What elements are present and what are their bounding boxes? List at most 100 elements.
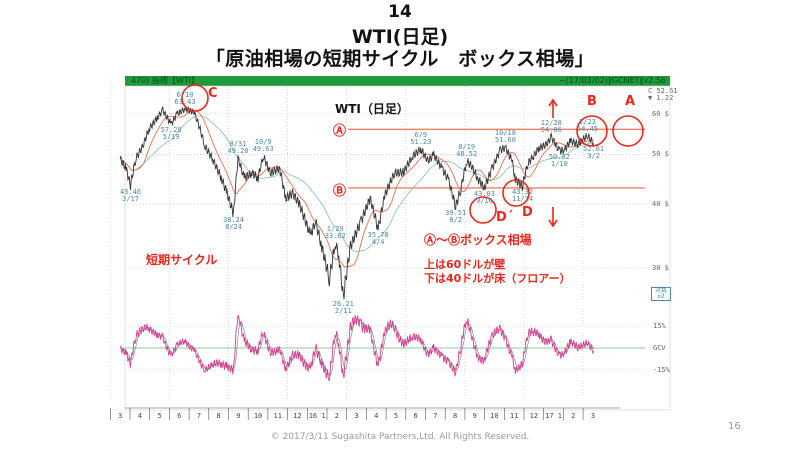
point-label-line1: 57.28 (160, 126, 182, 135)
circle-d (502, 179, 530, 207)
x-tick-label: 11 (274, 412, 282, 420)
point-label-line2: 54.06 (540, 126, 562, 135)
osc-line (119, 314, 595, 381)
y-tick-label: 60 $ (652, 110, 669, 118)
label-d-prime: D´ (496, 210, 514, 225)
x-tick-label: 12 (293, 412, 301, 420)
label-d: D (522, 205, 533, 220)
price-point-label: 6/10 61.43 (171, 91, 199, 106)
line-a-label: Ⓐ (333, 124, 347, 139)
price-point-label: 43.03 9/16 (470, 189, 498, 205)
x-tick-label: 10 (254, 412, 262, 420)
x-tick-label: 11 (510, 412, 518, 420)
x-tick-label: 16 1 (309, 412, 326, 420)
price-point-label: 1/29 33.62 (321, 225, 349, 240)
point-label-line2: 9/16 (476, 196, 493, 205)
point-label-line1: 10/9 (254, 138, 272, 147)
price-point-label: 39.51 8/2 (442, 209, 470, 224)
price-point-label: 12/28 54.06 (537, 120, 565, 134)
close-value: C 52.61 (648, 87, 678, 95)
x-tick-label: 7 (433, 412, 437, 420)
point-label-line1: 35.70 (367, 231, 389, 240)
change-value: ▼ 1.22 (648, 94, 674, 102)
circle-d-prime (469, 196, 497, 224)
line-b-label: Ⓑ (333, 184, 347, 199)
short-cycle-label: 短期サイクル (146, 253, 218, 267)
point-label-line2: 3/2 (587, 152, 600, 161)
point-label-line2: 2/11 (334, 306, 352, 315)
x-tick-label: 2 (571, 412, 575, 420)
x-tick-label: 3 (591, 412, 595, 420)
arrow-down-icon (548, 207, 558, 228)
x-tick-label: 3 (118, 412, 122, 420)
copyright-footer: © 2017/3/11 Sugashita Partners,Ltd. All … (270, 432, 530, 442)
point-label-line2: 54.45 (576, 124, 598, 133)
price-point-label: 10/18 51.60 (491, 130, 519, 144)
log-scale-toggle[interactable]: 対数 x2 (651, 287, 671, 301)
slide-number-title: 14 (388, 2, 412, 22)
chart-header-left: 470) 指標【WTI】 (131, 76, 200, 85)
circle-b (576, 115, 608, 147)
x-tick-label: 10 (490, 412, 498, 420)
y-tick-label: 50 $ (652, 150, 669, 159)
point-label-line2: 61.43 (174, 97, 196, 106)
osc-tick-label: -15% (653, 366, 670, 374)
circle-a (612, 115, 644, 147)
point-label-line1: 10/18 (494, 129, 516, 138)
x-tick-label: 4 (138, 412, 142, 420)
point-label-line1: 50.82 (548, 152, 570, 161)
point-label-line1: 38.24 (222, 216, 245, 224)
point-label-line1: 43.03 (473, 189, 495, 198)
upper-wall-label: 上は60ドルが壁 (424, 258, 506, 271)
x-tick-label: 17 1 (545, 412, 562, 420)
osc-tick-label: GCV (653, 344, 666, 352)
slide-subtitle: WTI(日足) (351, 26, 449, 48)
point-label-line2: 4/4 (371, 238, 385, 247)
chart-label: WTI（日足） (335, 102, 409, 116)
circle-c (181, 84, 209, 112)
price-point-label: 43.46 3/17 (116, 187, 144, 203)
price-point-label: 35.70 4/4 (364, 232, 392, 246)
chart-header-right: ~(17/03/02)‖GCNET‖v2.56 (558, 76, 666, 85)
y-tick-label: 30 $ (652, 263, 669, 272)
point-label-line2: 51.23 (410, 138, 432, 147)
price-point-label: 10/9 49.63 (249, 139, 277, 153)
x-tick-label: 5 (157, 412, 161, 420)
lower-floor-label: 下は40ドルが床（フロアー） (424, 272, 571, 285)
point-label-line1: 43.46 (119, 187, 142, 196)
point-label-line2: 51.60 (494, 136, 516, 145)
point-label-line1: 8/31 (229, 140, 247, 149)
y-tick-label: 40 $ (652, 200, 669, 208)
x-tick-label: 9 (473, 412, 477, 420)
arrow-up-icon (548, 98, 558, 118)
price-line (119, 105, 595, 300)
point-label-line1: 2/23 (579, 117, 596, 126)
point-label-line2: 48.52 (456, 150, 478, 159)
page-number: 16 (728, 421, 741, 432)
osc-tick-label: 15% (653, 322, 666, 330)
point-label-line1: 12/28 (540, 119, 562, 128)
log-scale-label: 対数 (654, 287, 667, 294)
label-b: B (587, 94, 597, 109)
price-point-label: 50.82 1/10 (545, 152, 573, 168)
x-tick-label: 6 (177, 412, 181, 420)
ma-long-line (119, 115, 594, 252)
x-tick-label: 5 (394, 412, 398, 420)
point-label-line2: 11/14 (511, 195, 534, 204)
price-point-label: 8/31 49.20 (224, 141, 252, 155)
point-label-line2: 49.63 (252, 145, 274, 154)
log-scale-factor: x2 (657, 293, 665, 300)
point-label-line2: 8/2 (449, 215, 463, 224)
label-a: A (625, 94, 636, 109)
slide-heading: 「原油相場の短期サイクル ボックス相場」 (205, 48, 595, 70)
point-label-line1: 6/9 (414, 131, 428, 140)
point-label-line2: 5/19 (162, 133, 180, 142)
x-tick-label: 2 (335, 412, 339, 420)
price-point-label: 43.32 11/14 (509, 189, 537, 203)
point-label-line2: 8/24 (225, 223, 242, 231)
x-tick-label: 8 (217, 412, 221, 420)
price-point-label: 38.24 8/24 (220, 217, 248, 231)
point-label-line2: 3/17 (122, 194, 139, 203)
